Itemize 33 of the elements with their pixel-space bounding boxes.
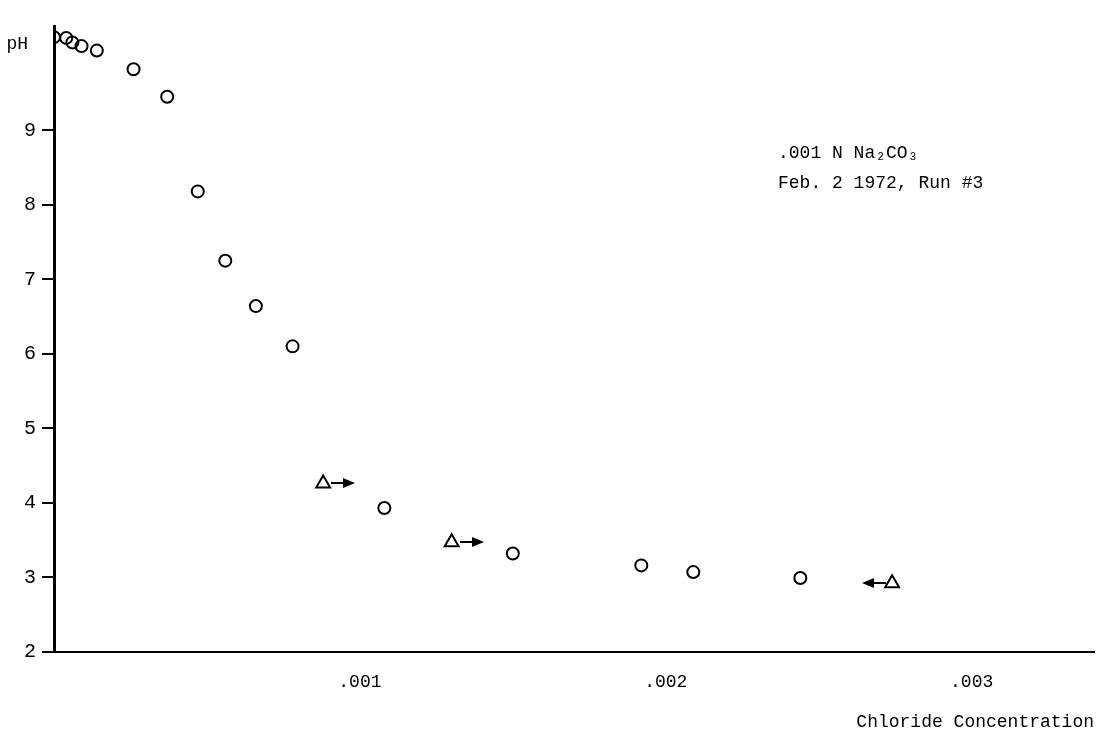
point xyxy=(74,39,89,54)
point xyxy=(65,35,80,50)
point xyxy=(160,89,175,104)
point xyxy=(505,546,520,561)
y-tick-label: 4 xyxy=(23,491,36,515)
y-axis-title: pH xyxy=(6,33,28,54)
y-tick-label: 8 xyxy=(23,193,36,217)
point xyxy=(285,339,300,354)
point xyxy=(190,184,205,199)
y-tick-label: 9 xyxy=(23,118,36,142)
point xyxy=(126,62,141,77)
y-tick-label: 7 xyxy=(23,267,36,291)
point xyxy=(686,565,701,580)
y-tick-label: 5 xyxy=(23,416,36,440)
annotation: Feb. 2 1972, Run #3 xyxy=(778,172,984,195)
point xyxy=(443,533,460,548)
point xyxy=(634,558,649,573)
y-tick-label: 2 xyxy=(23,640,36,664)
point xyxy=(884,574,901,589)
annotation: .001 N Na₂CO₃ xyxy=(778,142,920,165)
point xyxy=(89,43,104,58)
x-axis-title: Chloride Concentration xyxy=(856,711,1094,732)
point xyxy=(377,501,392,516)
point xyxy=(59,30,74,45)
x-tick-label: .002 xyxy=(644,672,688,693)
point xyxy=(793,571,808,586)
point xyxy=(315,474,332,489)
point xyxy=(218,253,233,268)
point xyxy=(248,299,263,314)
y-tick-label: 6 xyxy=(23,342,36,366)
y-tick-label: 3 xyxy=(23,565,36,589)
x-tick-label: .003 xyxy=(950,672,994,693)
x-tick-label: .001 xyxy=(338,672,382,693)
